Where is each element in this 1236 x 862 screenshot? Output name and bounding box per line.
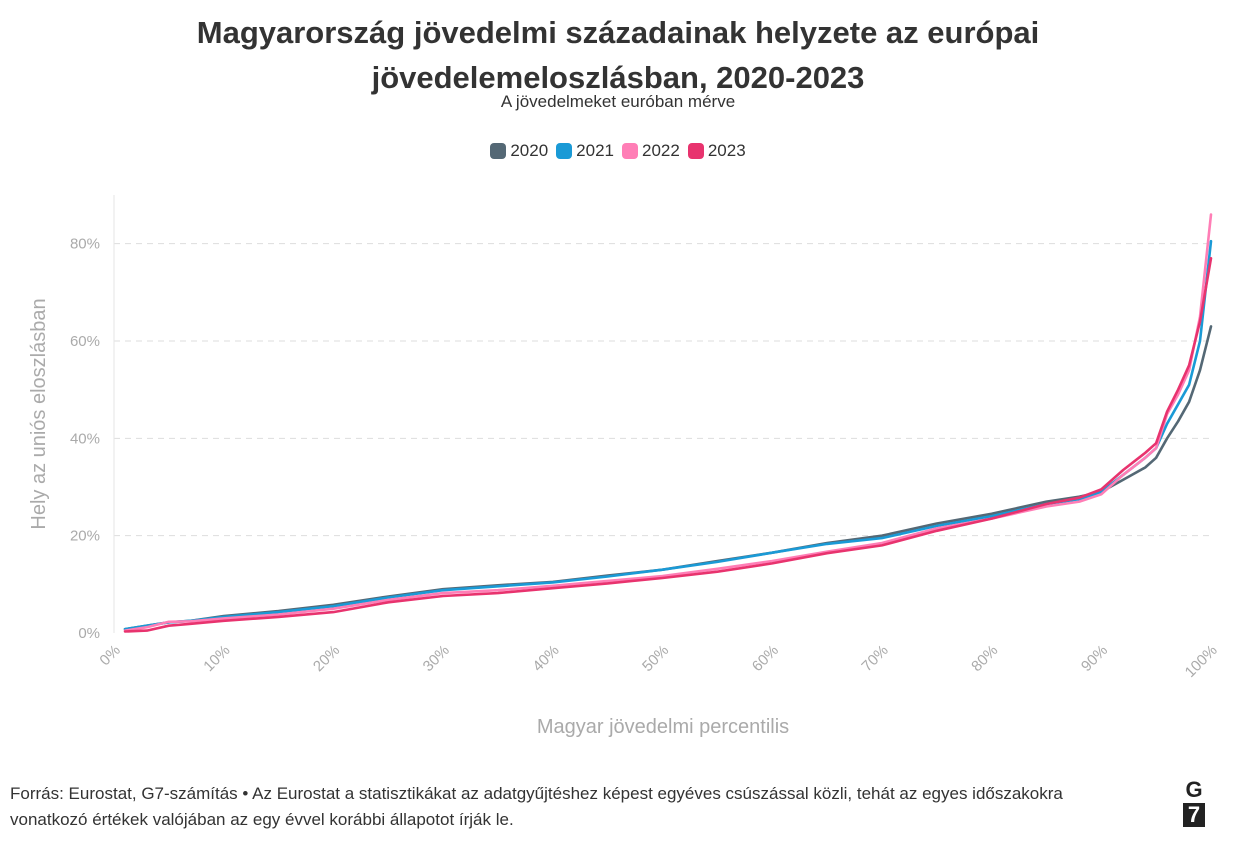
y-tick-label: 40%	[70, 430, 100, 447]
legend-label-2021: 2021	[576, 141, 614, 160]
series-line-2022[interactable]	[123, 213, 1213, 632]
gridlines	[114, 243, 1211, 537]
x-tick-label: 70%	[858, 642, 891, 675]
legend-item-2023[interactable]: 2023	[687, 141, 746, 161]
x-tick-label: 20%	[310, 642, 343, 675]
series-lines	[123, 213, 1213, 633]
y-tick-label: 60%	[70, 333, 100, 350]
series-line-2021[interactable]	[123, 239, 1213, 631]
series-line-2023[interactable]	[123, 256, 1213, 633]
x-tick-label: 100%	[1182, 642, 1221, 681]
legend-item-2022[interactable]: 2022	[622, 141, 680, 161]
legend: 2020 2021 2022 2023	[0, 141, 1236, 161]
series-line-2020[interactable]	[123, 325, 1213, 631]
x-tick-label: 30%	[420, 642, 453, 675]
chart-title: Magyarország jövedelmi századainak helyz…	[196, 15, 1040, 95]
x-tick-label: 60%	[749, 642, 782, 675]
x-axis-ticks: 0% 10% 20% 30% 40% 50% 60% 70% 80% 90% 100%	[96, 642, 1220, 681]
legend-swatch-2020	[490, 143, 507, 159]
x-tick-label: 10%	[200, 642, 233, 675]
y-tick-label: 80%	[70, 236, 100, 253]
legend-label-2020: 2020	[510, 141, 549, 160]
legend-item-2020[interactable]: 2020	[490, 141, 548, 161]
chart-subtitle: A jövedelmeket euróban mérve	[500, 92, 736, 111]
legend-swatch-2021	[556, 143, 573, 159]
y-tick-label: 20%	[70, 528, 100, 545]
y-tick-label: 0%	[78, 625, 100, 642]
legend-item-2021[interactable]: 2021	[556, 141, 614, 161]
x-tick-label: 90%	[1078, 642, 1111, 675]
source-note: Forrás: Eurostat, G7-számítás • Az Euros…	[10, 784, 1063, 829]
x-axis-title: Magyar jövedelmi percentilis	[537, 716, 789, 738]
legend-swatch-2023	[687, 143, 704, 159]
x-tick-label: 0%	[96, 642, 123, 669]
logo-letter-g: G	[1185, 777, 1203, 802]
logo-digit-7: 7	[1183, 803, 1205, 827]
legend-swatch-2022	[622, 143, 638, 159]
y-axis-ticks: 0% 20% 40% 60% 80%	[70, 236, 100, 642]
legend-label-2022: 2022	[642, 141, 680, 160]
g7-logo: G 7	[1183, 778, 1205, 827]
x-tick-label: 40%	[529, 642, 562, 675]
legend-label-2023: 2023	[707, 141, 746, 160]
y-axis-title: Hely az uniós eloszlásban	[28, 298, 50, 529]
x-tick-label: 50%	[639, 642, 672, 675]
x-tick-label: 80%	[968, 642, 1001, 675]
